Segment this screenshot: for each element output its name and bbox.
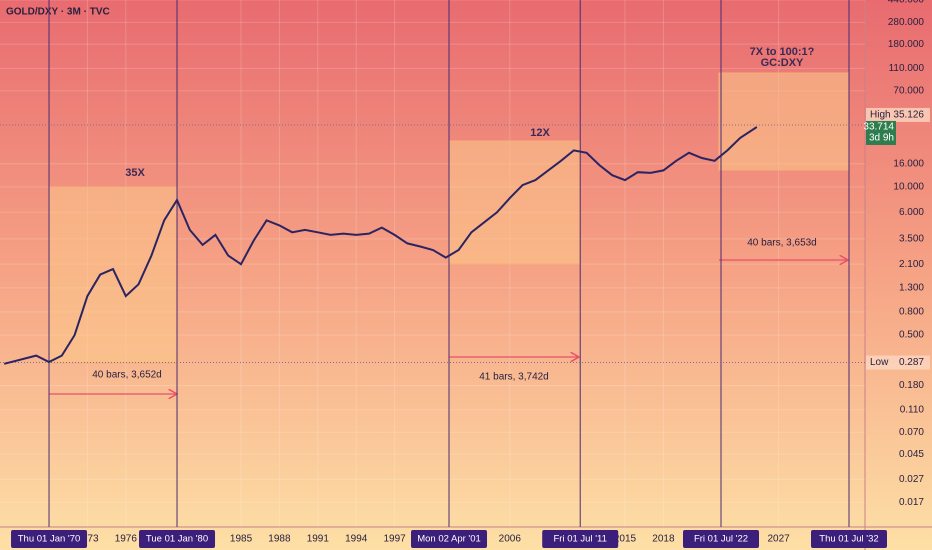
marker-label: Tue 01 Jan '80 [146, 534, 208, 545]
annotation: 12X [530, 127, 550, 139]
annotation: 35X [125, 167, 145, 179]
range-box [48, 186, 178, 364]
y-tick-label: 16.000 [893, 158, 924, 169]
y-tick-label: 280.000 [888, 17, 925, 28]
marker-label-bg [683, 530, 760, 548]
y-tick-label: 0.027 [899, 474, 924, 485]
y-tick-label: 70.000 [893, 85, 924, 96]
x-tick-label: 1994 [345, 534, 368, 545]
y-tick-label: 0.070 [899, 427, 924, 438]
x-tick-label: 2018 [652, 534, 675, 545]
y-tick-label: 0.500 [899, 330, 924, 341]
price-tag-value: 33.714 [863, 122, 894, 133]
range-box [718, 72, 850, 171]
range-box [448, 140, 581, 265]
x-tick-label: 1997 [383, 534, 406, 545]
y-tick-label: 0.017 [899, 497, 924, 508]
y-tick-label: 0.180 [899, 380, 924, 391]
range-label: 41 bars, 3,742d [479, 372, 549, 383]
marker-label: Mon 02 Apr '01 [417, 534, 481, 545]
y-tick-label: 0.800 [899, 307, 924, 318]
y-tick-label: 440.000 [888, 0, 925, 6]
y-tick-label: 0.045 [899, 449, 924, 460]
annotation: 7X to 100:1? [750, 46, 815, 58]
low-value: 0.287 [899, 357, 924, 368]
low-label: Low [870, 357, 889, 368]
low-tag [866, 355, 930, 370]
x-tick-label: 2006 [499, 534, 522, 545]
y-tick-label: 2.100 [899, 259, 924, 270]
y-tick-label: 110.000 [889, 63, 925, 74]
high-value: 35.126 [893, 110, 924, 121]
x-tick-label: 1988 [268, 534, 291, 545]
x-tick-label: 1973 [76, 534, 99, 545]
y-tick-label: 10.000 [893, 182, 924, 193]
high-tag [866, 107, 930, 122]
y-tick-label: 3.500 [899, 234, 924, 245]
x-tick-label: 1976 [115, 534, 138, 545]
price-line [3, 126, 758, 365]
y-tick-label: 180.000 [888, 39, 925, 50]
range-label: 40 bars, 3,653d [747, 238, 817, 249]
marker-label: Fri 01 Jul '11 [554, 534, 607, 545]
x-tick-label: 1991 [307, 534, 330, 545]
high-label: High [870, 110, 891, 121]
marker-label: Fri 01 Jul '22 [694, 534, 748, 545]
x-tick-label: 2027 [767, 534, 790, 545]
marker-label-bg [139, 530, 216, 548]
y-tick-label: 1.300 [899, 283, 924, 294]
marker-label: Thu 01 Jul '32 [819, 534, 878, 545]
annotation: GC:DXY [761, 57, 804, 69]
marker-label-bg [11, 530, 88, 548]
y-tick-label: 0.110 [900, 405, 925, 416]
y-tick-label: 6.000 [899, 207, 924, 218]
price-tag-countdown: 3d 9h [869, 133, 894, 144]
range-label: 40 bars, 3,652d [92, 370, 162, 381]
price-tag [866, 120, 896, 145]
marker-label-bg [411, 530, 488, 548]
marker-label-bg [542, 530, 619, 548]
marker-label-bg [811, 530, 888, 548]
x-tick-label: 2015 [614, 534, 637, 545]
marker-label: Thu 01 Jan '70 [18, 534, 81, 545]
chart-title: GOLD/DXY · 3M · TVC [6, 7, 110, 18]
x-tick-label: 1985 [230, 534, 253, 545]
